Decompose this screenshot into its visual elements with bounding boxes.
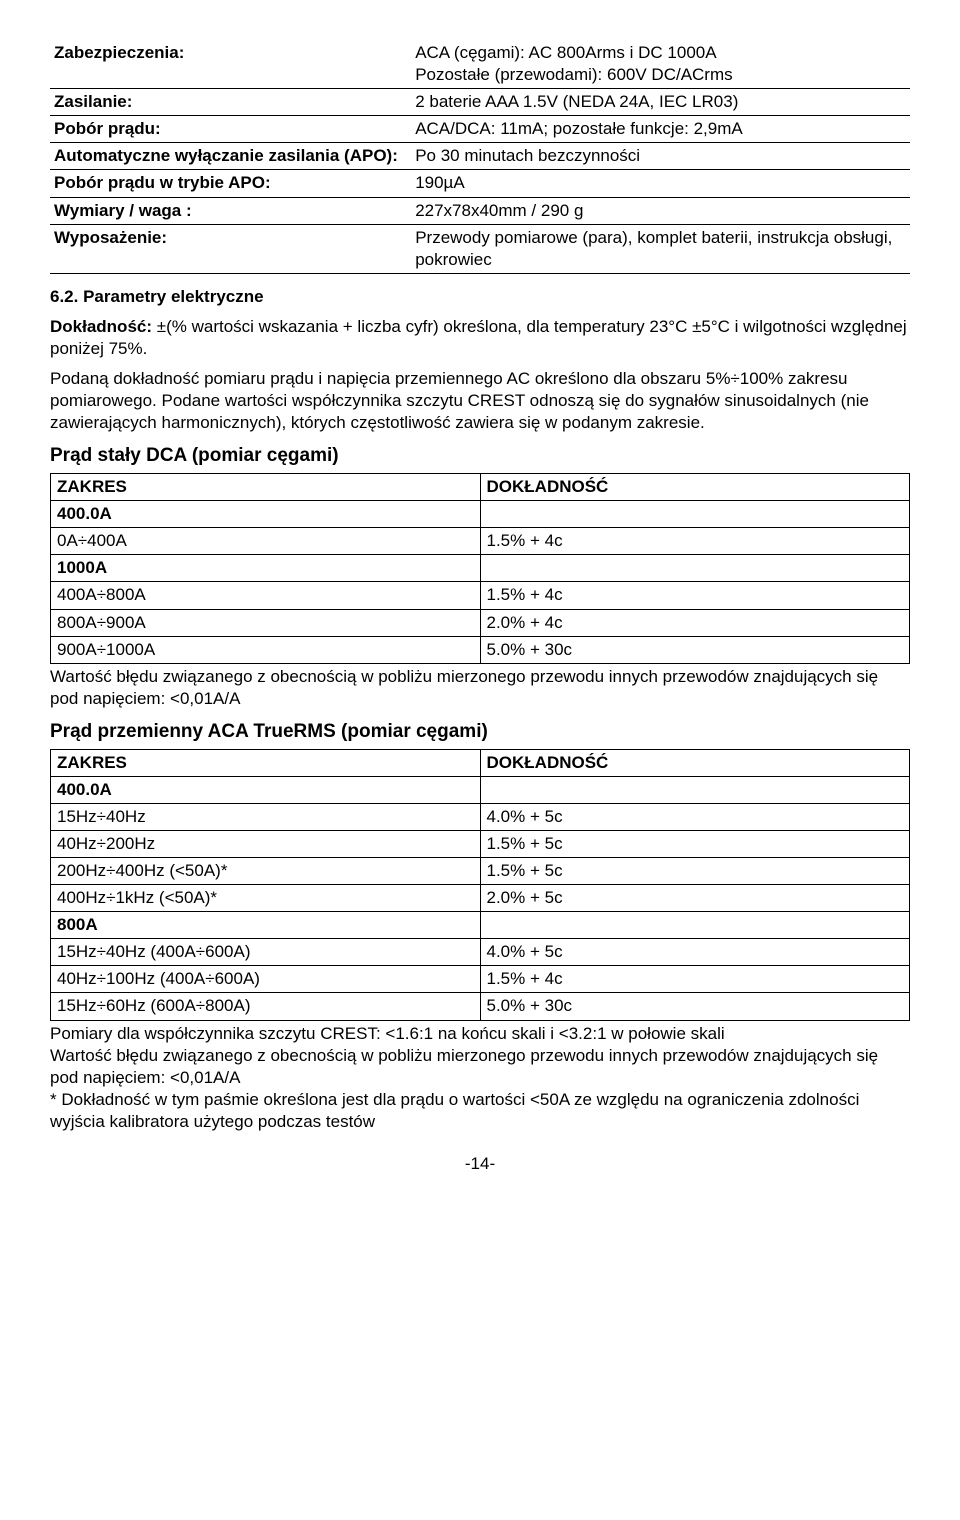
accuracy-paragraph: Dokładność: ±(% wartości wskazania + lic…	[50, 316, 910, 360]
aca-title: Prąd przemienny ACA TrueRMS (pomiar cęga…	[50, 720, 910, 745]
table-cell: 800A	[51, 912, 481, 939]
table-cell: 4.0% + 5c	[480, 939, 910, 966]
spec-value: 227x78x40mm / 290 g	[411, 197, 910, 224]
table-cell	[480, 776, 910, 803]
info-paragraph: Podaną dokładność pomiaru prądu i napięc…	[50, 368, 910, 434]
accuracy-label: Dokładność:	[50, 317, 152, 336]
page-number: -14-	[50, 1153, 910, 1175]
table-cell: 1.5% + 4c	[480, 528, 910, 555]
table-cell: 800A÷900A	[51, 609, 481, 636]
table-cell: 15Hz÷40Hz	[51, 803, 481, 830]
spec-value: 190µA	[411, 170, 910, 197]
dca-head-range: ZAKRES	[51, 474, 481, 501]
dca-head-accuracy: DOKŁADNOŚĆ	[480, 474, 910, 501]
table-cell: 400.0A	[51, 501, 481, 528]
dca-title: Prąd stały DCA (pomiar cęgami)	[50, 444, 910, 469]
table-cell: 40Hz÷100Hz (400A÷600A)	[51, 966, 481, 993]
table-cell: 1.5% + 5c	[480, 858, 910, 885]
table-cell	[480, 912, 910, 939]
table-cell: 1000A	[51, 555, 481, 582]
table-cell: 400A÷800A	[51, 582, 481, 609]
table-cell	[480, 501, 910, 528]
table-cell: 1.5% + 4c	[480, 966, 910, 993]
spec-label: Pobór prądu:	[50, 116, 411, 143]
section-heading: 6.2. Parametry elektryczne	[50, 286, 910, 308]
table-cell: 5.0% + 30c	[480, 636, 910, 663]
table-cell: 200Hz÷400Hz (<50A)*	[51, 858, 481, 885]
aca-head-accuracy: DOKŁADNOŚĆ	[480, 749, 910, 776]
spec-label: Zasilanie:	[50, 89, 411, 116]
dca-note: Wartość błędu związanego z obecnością w …	[50, 666, 910, 710]
table-cell: 2.0% + 5c	[480, 885, 910, 912]
table-cell: 0A÷400A	[51, 528, 481, 555]
spec-label: Wyposażenie:	[50, 224, 411, 273]
aca-table: ZAKRES DOKŁADNOŚĆ 400.0A15Hz÷40Hz4.0% + …	[50, 749, 910, 1021]
spec-label: Automatyczne wyłączanie zasilania (APO):	[50, 143, 411, 170]
aca-head-range: ZAKRES	[51, 749, 481, 776]
spec-label: Zabezpieczenia:	[50, 40, 411, 89]
table-cell: 1.5% + 4c	[480, 582, 910, 609]
table-cell: 40Hz÷200Hz	[51, 830, 481, 857]
spec-value: Po 30 minutach bezczynności	[411, 143, 910, 170]
table-cell: 400Hz÷1kHz (<50A)*	[51, 885, 481, 912]
spec-label: Pobór prądu w trybie APO:	[50, 170, 411, 197]
spec-value: 2 baterie AAA 1.5V (NEDA 24A, IEC LR03)	[411, 89, 910, 116]
table-cell: 400.0A	[51, 776, 481, 803]
spec-value: ACA (cęgami): AC 800Arms i DC 1000A Pozo…	[411, 40, 910, 89]
table-cell: 900A÷1000A	[51, 636, 481, 663]
table-cell: 15Hz÷60Hz (600A÷800A)	[51, 993, 481, 1020]
spec-label: Wymiary / waga :	[50, 197, 411, 224]
table-cell: 4.0% + 5c	[480, 803, 910, 830]
spec-value: Przewody pomiarowe (para), komplet bater…	[411, 224, 910, 273]
dca-table: ZAKRES DOKŁADNOŚĆ 400.0A0A÷400A1.5% + 4c…	[50, 473, 910, 664]
aca-note: Pomiary dla współczynnika szczytu CREST:…	[50, 1023, 910, 1133]
spec-value: ACA/DCA: 11mA; pozostałe funkcje: 2,9mA	[411, 116, 910, 143]
table-cell: 5.0% + 30c	[480, 993, 910, 1020]
table-cell	[480, 555, 910, 582]
table-cell: 1.5% + 5c	[480, 830, 910, 857]
table-cell: 15Hz÷40Hz (400A÷600A)	[51, 939, 481, 966]
table-cell: 2.0% + 4c	[480, 609, 910, 636]
specs-table: Zabezpieczenia:ACA (cęgami): AC 800Arms …	[50, 40, 910, 274]
accuracy-text: ±(% wartości wskazania + liczba cyfr) ok…	[50, 317, 907, 358]
